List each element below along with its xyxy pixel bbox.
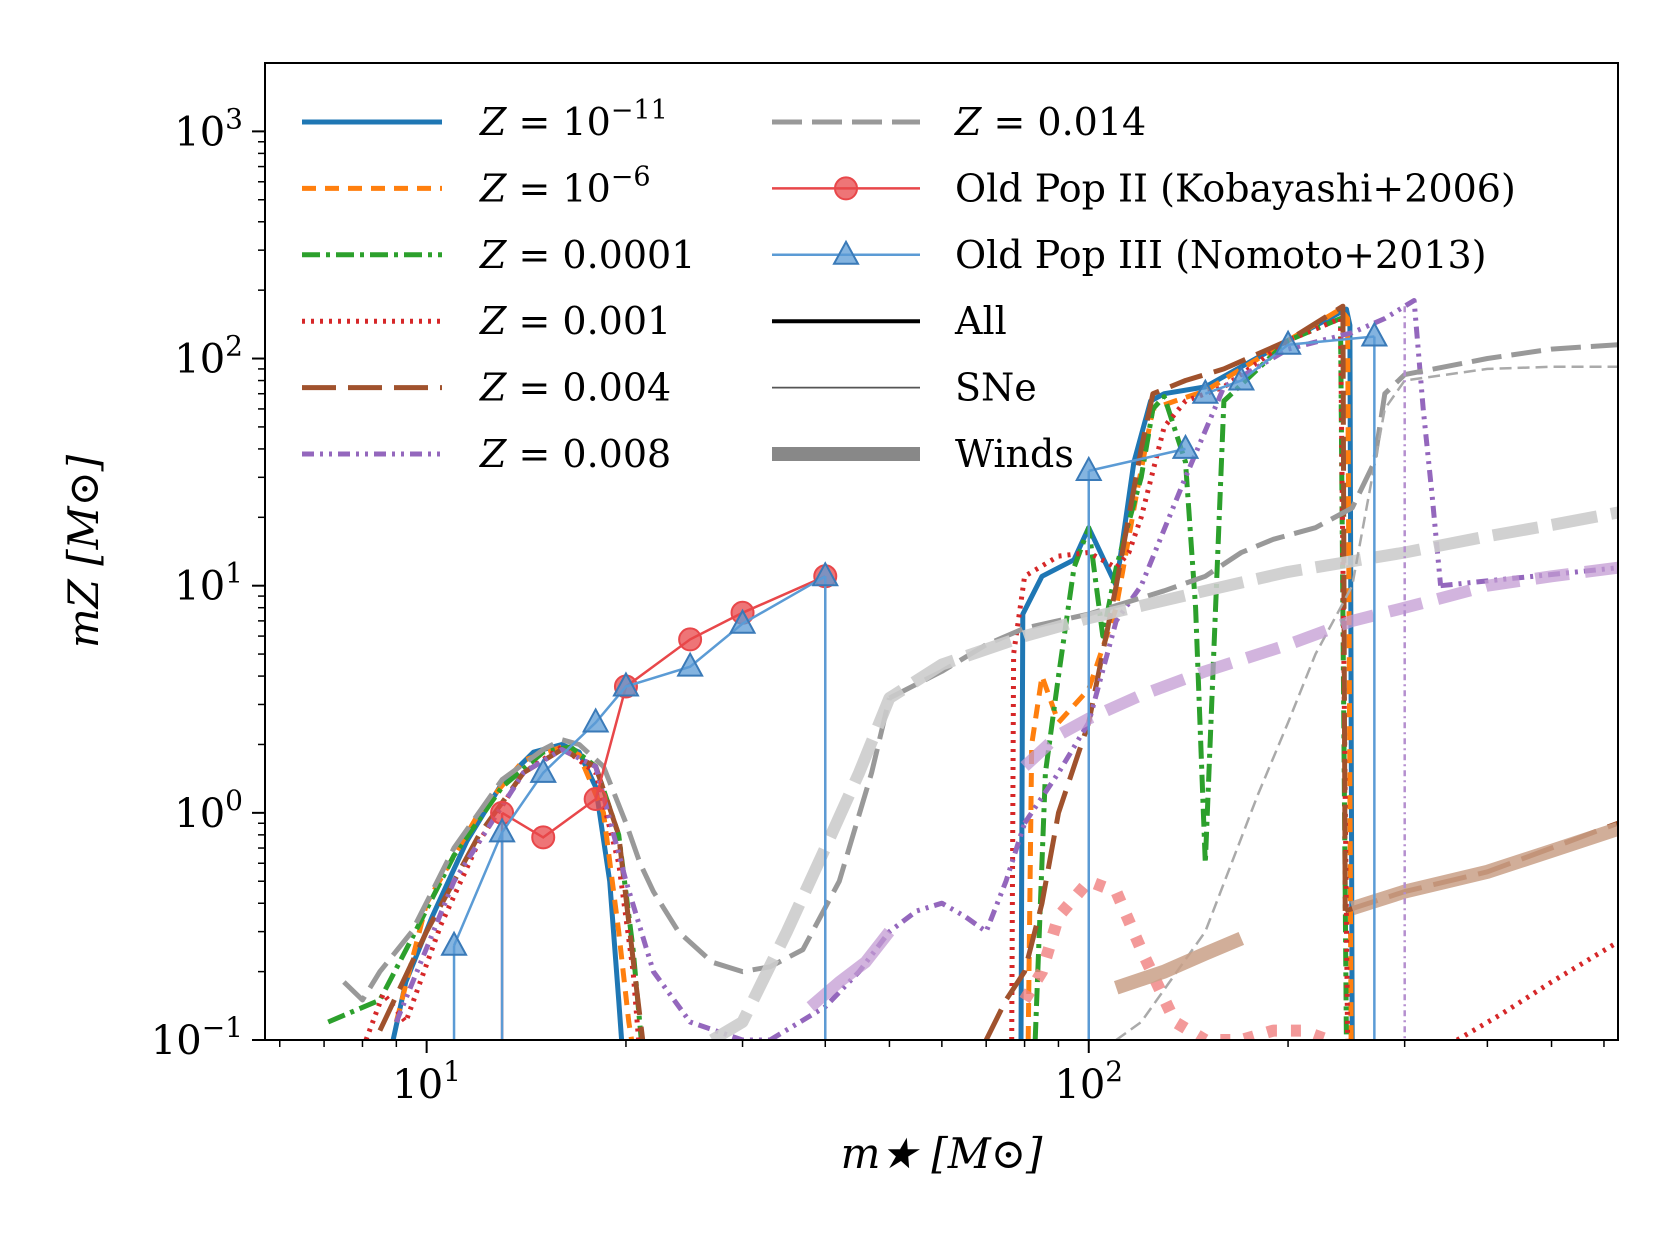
series-line [983,303,1348,1040]
pop3-line [1204,335,1375,395]
legend-label: Old Pop III (Nomoto+2013) [955,233,1487,277]
axes-layer: 101 102 10−1 100 101 102 103 m★ [M⊙] mZ [M⊙] [59,102,1605,1178]
pop3-point [440,930,468,956]
series-line [1025,306,1354,1040]
pop3-point [1274,329,1302,355]
pop3-point [1360,321,1389,347]
pop3-point [612,671,640,697]
x-tick-label: 102 [1054,1055,1123,1108]
pop3-point [1191,378,1220,404]
pop3-point [1075,455,1103,481]
y-axis-label: mZ [M⊙] [59,454,108,648]
y-tick-label: 102 [174,330,243,383]
y-tick-label: 103 [174,102,243,155]
legend-label: Z = 10−6 [479,161,651,210]
pop3-point [676,651,704,677]
series-line [888,342,1618,701]
legend-label: Z = 10−11 [479,95,668,144]
legend-label: Old Pop II (Kobayashi+2006) [955,166,1516,210]
pop2-point [531,825,556,850]
y-tick-label: 100 [174,784,243,837]
series-line [1440,565,1618,589]
legend-label: Z = 0.008 [479,432,671,476]
legend-label: SNe [955,366,1037,410]
series-line [1115,365,1618,1040]
series-line [709,506,1618,1040]
series-line [1009,316,1351,1040]
pop2-point [583,787,608,812]
legend-label: Winds [955,432,1074,476]
legend-label: Z = 0.001 [479,299,671,343]
pop3-point [1227,365,1256,391]
y-tick-label: 10−1 [151,1011,243,1064]
series-line [1113,931,1245,995]
series-line [1020,561,1618,771]
pop3-point [581,707,610,733]
series-layer [327,298,1618,1040]
pop3-point [488,817,516,843]
pop3-line [1088,447,1186,473]
legend-label: Z = 0.004 [479,366,671,410]
legend-label: All [954,299,1007,343]
pop3-point [1171,433,1200,459]
legend-label: Z = 0.014 [954,100,1146,144]
pop3-point [728,608,757,634]
legend-marker [834,176,858,201]
x-axis-label: m★ [M⊙] [841,1129,1043,1178]
pop2-point [678,627,703,652]
legend: Z = 10−11 Z = 10−6 Z = 0.0001 Z = 0.001 Z = … [302,95,1516,476]
y-tick-label: 101 [174,557,243,610]
series-line [342,697,892,1003]
legend-marker [832,239,860,265]
pop3-point [811,561,839,587]
plot-frame [264,62,1619,1041]
series-line [1350,822,1618,915]
legend-label: Z = 0.0001 [479,233,695,277]
x-tick-label: 101 [392,1055,461,1108]
pop3-point [529,757,557,783]
series-line [1455,939,1618,1040]
series-line [1019,875,1331,1040]
